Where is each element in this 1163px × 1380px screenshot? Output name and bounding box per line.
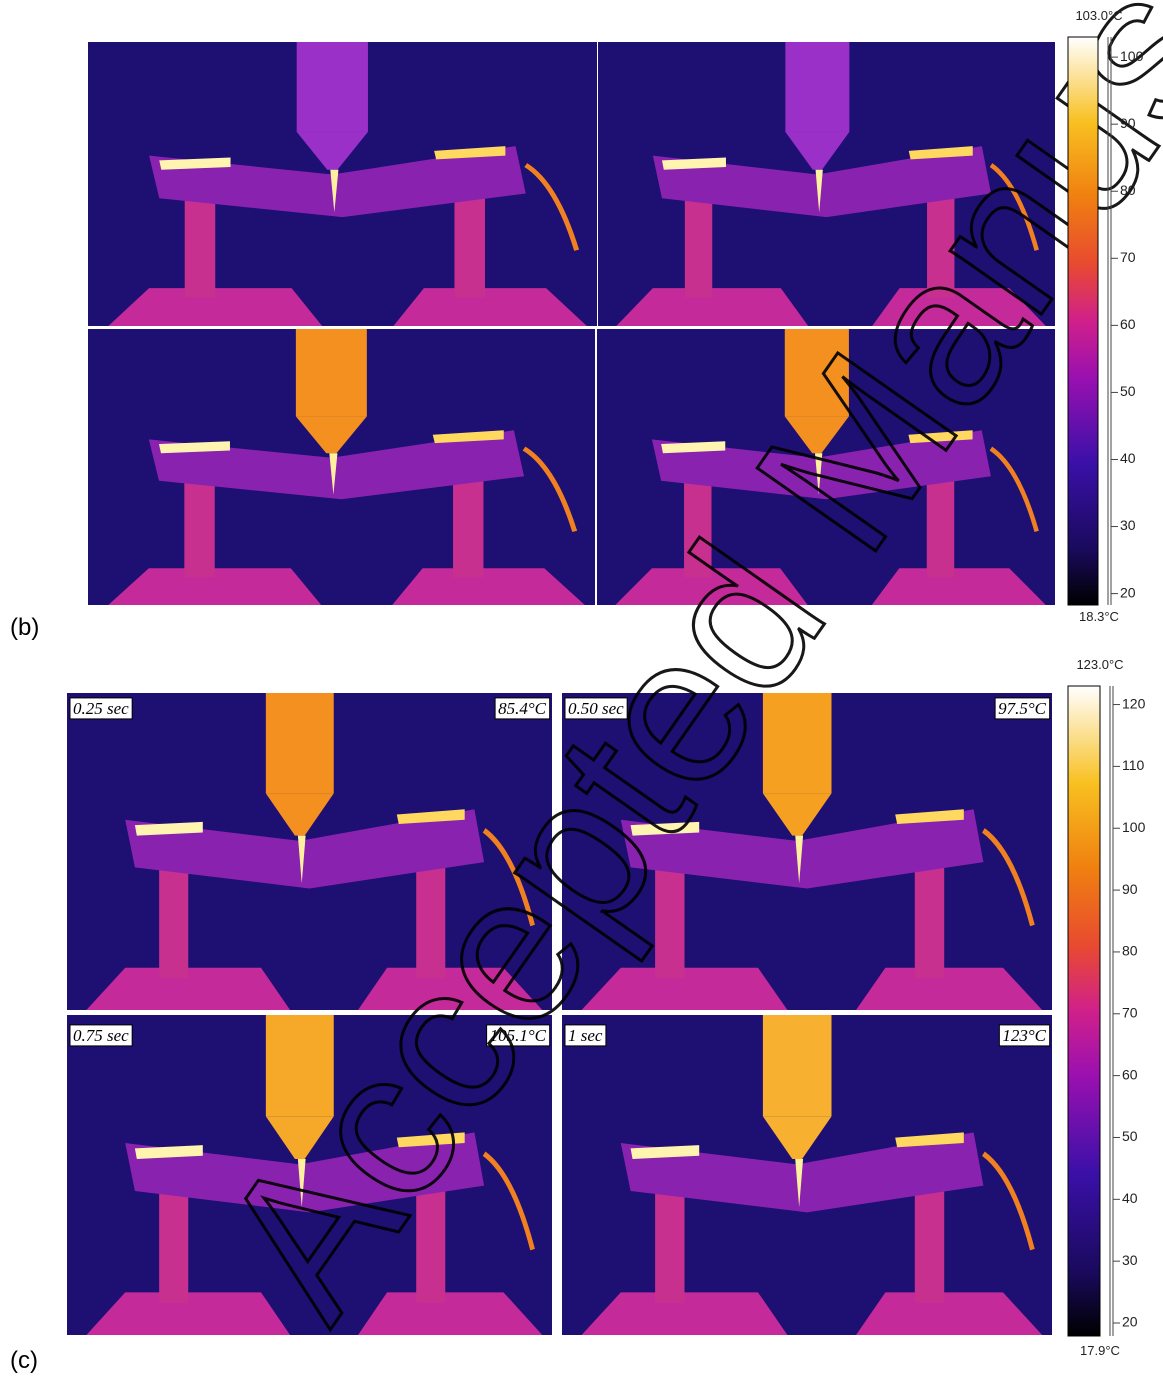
tick-label: 40 [1122,1190,1138,1206]
tick-label: 80 [1122,943,1138,959]
tick-label: 50 [1120,383,1136,399]
tick-label: 50 [1122,1128,1138,1144]
colorbar-min-label: 17.9°C [1080,1343,1120,1358]
tick-label: 110 [1122,757,1145,773]
tick-label: 20 [1120,584,1136,600]
figure-label: (b) [10,614,39,641]
temp-label: 123°C [1002,1026,1046,1045]
figure-label: (c) [10,1347,38,1374]
tick-label: 90 [1122,881,1138,897]
tick-label: 60 [1122,1066,1138,1082]
colorbar-min-label: 18.3°C [1079,609,1119,624]
thermal-image [88,42,597,326]
temp-label: 97.5°C [998,699,1047,718]
tick-label: 70 [1122,1004,1138,1020]
colorbar-max-label: 103.0°C [1075,8,1122,23]
tick-label: 120 [1122,695,1146,711]
tick-label: 100 [1122,819,1146,835]
page: (b) (c) 0.25 sec85.4°C0.50 sec97.5°C0.75… [0,0,1163,1380]
tick-label: 20 [1122,1314,1138,1330]
tick-label: 60 [1120,316,1136,332]
time-label: 0.25 sec [73,699,129,718]
tick-label: 80 [1120,182,1136,198]
colorbar [1068,686,1100,1336]
tick-label: 30 [1122,1252,1138,1268]
tick-label: 100 [1120,48,1144,64]
tick-label: 30 [1120,517,1136,533]
tick-label: 90 [1120,115,1136,131]
thermal-image [562,1015,1052,1335]
tick-label: 40 [1120,450,1136,466]
time-label: 0.75 sec [73,1026,129,1045]
thermal-image [88,329,595,605]
colorbar [1068,37,1098,605]
tick-label: 70 [1120,249,1136,265]
colorbar-max-label: 123.0°C [1076,657,1123,672]
